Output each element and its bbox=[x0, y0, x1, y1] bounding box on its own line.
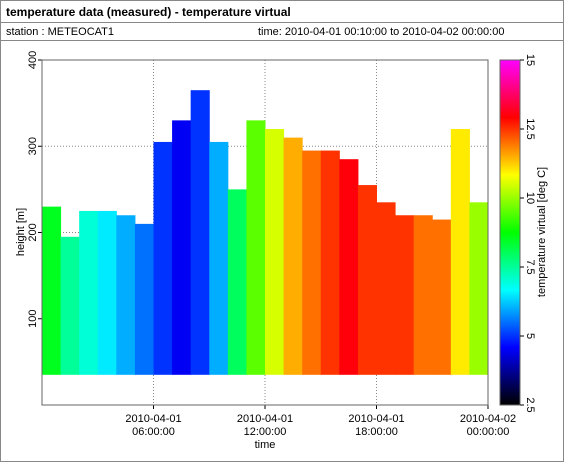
heat-cell bbox=[376, 202, 396, 375]
heat-cell bbox=[265, 129, 285, 375]
colorbar-tick-label: 5 bbox=[524, 333, 536, 339]
x-tick-label: 2010-04-01 bbox=[348, 413, 404, 425]
heat-cell bbox=[413, 215, 433, 375]
heat-cell bbox=[395, 215, 415, 375]
heat-cell bbox=[79, 210, 99, 375]
heat-cell bbox=[227, 189, 247, 375]
y-tick-label: 300 bbox=[27, 137, 39, 155]
heat-cell bbox=[432, 219, 452, 375]
x-tick-label: 06:00:00 bbox=[132, 426, 175, 438]
heat-cell bbox=[283, 137, 303, 375]
plot-border bbox=[41, 59, 489, 406]
x-tick-label: 18:00:00 bbox=[355, 426, 398, 438]
y-tick-label: 200 bbox=[27, 223, 39, 241]
heat-cell bbox=[116, 215, 136, 375]
y-tick-label: 400 bbox=[27, 51, 39, 69]
x-tick-label: 12:00:00 bbox=[244, 426, 287, 438]
colorbar-tick-label: 2.5 bbox=[524, 397, 536, 412]
colorbar-label: temperature virtual [deg C] bbox=[536, 167, 548, 297]
y-axis-label: height [m] bbox=[15, 208, 27, 256]
time-range: time: 2010-04-01 00:10:00 to 2010-04-02 … bbox=[258, 26, 504, 38]
heat-cell bbox=[302, 150, 322, 375]
heat-cell bbox=[190, 90, 210, 375]
heat-cell bbox=[172, 120, 192, 375]
y-tick-label: 100 bbox=[27, 310, 39, 328]
colorbar-tick-label: 10 bbox=[524, 192, 536, 204]
x-tick-label: 00:00:00 bbox=[467, 426, 510, 438]
colorbar-tick-label: 7.5 bbox=[524, 259, 536, 274]
colorbar-tick-label: 15 bbox=[524, 54, 536, 66]
title: temperature data (measured) - temperatur… bbox=[6, 5, 291, 19]
heat-cell bbox=[209, 141, 229, 375]
heat-cell bbox=[469, 202, 489, 375]
heat-cell bbox=[42, 206, 62, 375]
heat-cell bbox=[450, 129, 470, 375]
heat-cell bbox=[339, 159, 359, 375]
x-tick-label: 2010-04-01 bbox=[237, 413, 293, 425]
heat-cell bbox=[134, 223, 154, 375]
x-axis-label: time bbox=[255, 439, 276, 451]
x-tick-label: 2010-04-02 bbox=[460, 413, 516, 425]
heat-cell bbox=[246, 120, 266, 375]
heat-cell bbox=[60, 236, 80, 375]
colorbar bbox=[499, 59, 521, 406]
heat-cell bbox=[153, 141, 173, 375]
heat-cell bbox=[357, 185, 377, 375]
colorbar-tick-label: 12.5 bbox=[524, 118, 536, 139]
heat-cell bbox=[97, 210, 117, 375]
x-tick-label: 2010-04-01 bbox=[125, 413, 181, 425]
station: station : METEOCAT1 bbox=[6, 26, 114, 38]
heat-cell bbox=[320, 150, 340, 375]
